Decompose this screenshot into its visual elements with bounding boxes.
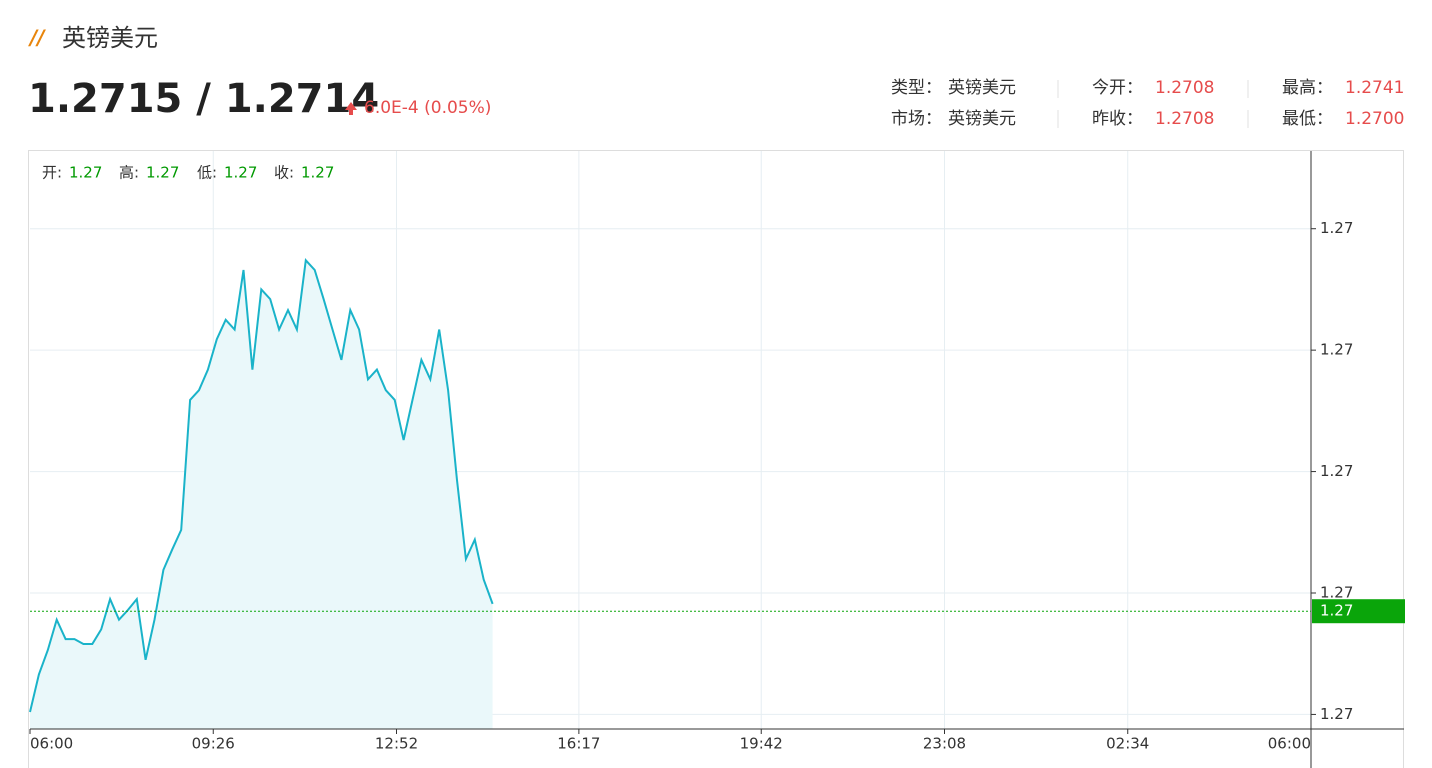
y-tick-label: 1.27	[1320, 341, 1353, 359]
x-tick-label: 02:34	[1106, 735, 1149, 753]
title: 英镑美元	[62, 24, 158, 52]
x-tick-label: 06:00	[30, 735, 73, 753]
y-tick-label: 1.27	[1320, 462, 1353, 480]
ohlc-label: 高:	[119, 164, 139, 182]
ohlc-value: 1.27	[224, 164, 257, 182]
change: 6.0E-4 (0.05%)	[364, 98, 491, 118]
ohlc-label: 收:	[274, 164, 294, 182]
chart-frame	[28, 150, 1404, 768]
title-icon: //	[28, 26, 46, 50]
last-price-box	[1312, 599, 1405, 624]
info-value: 1.2708	[1155, 109, 1214, 129]
x-tick-label: 09:26	[192, 735, 235, 753]
info-label: 市场：	[891, 109, 942, 129]
y-tick-label: 1.27	[1320, 584, 1353, 602]
info-value: 英镑美元	[948, 78, 1016, 98]
y-tick-label: 1.27	[1320, 705, 1353, 723]
ohlc-label: 开:	[42, 164, 62, 182]
info-label: 类型：	[891, 78, 942, 98]
info-label: 今开：	[1092, 78, 1143, 98]
up-arrow	[345, 102, 357, 115]
line	[29, 258, 494, 713]
info-value: 英镑美元	[948, 109, 1016, 129]
y-tick-label: 1.27	[1320, 219, 1353, 237]
info-value: 1.2708	[1155, 78, 1214, 98]
x-tick-label: 16:17	[557, 735, 600, 753]
ohlc-value: 1.27	[301, 164, 334, 182]
info-value: 1.2741	[1345, 78, 1404, 98]
info-value: 1.2700	[1345, 109, 1404, 129]
x-tick-label: 06:00	[1268, 735, 1311, 753]
ohlc-value: 1.27	[69, 164, 102, 182]
last-price-label: 1.27	[1320, 602, 1353, 620]
info-label: 昨收：	[1092, 109, 1143, 129]
area	[30, 260, 493, 729]
info-label: 最高：	[1282, 78, 1333, 98]
x-tick-label: 19:42	[740, 735, 783, 753]
price: 1.2715 / 1.2714	[28, 76, 379, 122]
ohlc-value: 1.27	[146, 164, 179, 182]
x-tick-label: 12:52	[375, 735, 418, 753]
info-label: 最低：	[1282, 109, 1333, 129]
ohlc-label: 低:	[197, 164, 217, 182]
x-tick-label: 23:08	[923, 735, 966, 753]
